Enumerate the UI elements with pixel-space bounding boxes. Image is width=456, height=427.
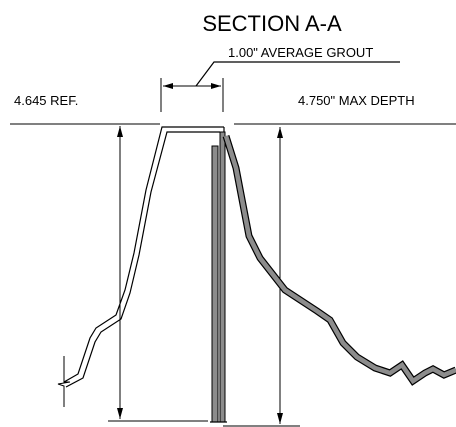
ref-arrow-top [117,126,123,137]
left-profile-outer [63,126,220,383]
grout-leader-line [195,61,400,87]
max-depth-label: 4.750" MAX DEPTH [298,93,415,108]
ref-arrow-bottom [117,408,123,419]
sheet-pile-left [211,145,219,423]
ref-label: 4.645 REF. [14,93,78,108]
break-line [57,356,71,407]
grout-arrow-left [163,83,173,89]
sheet-pile-right [219,131,226,423]
section-title: SECTION A-A [202,11,342,36]
grout-arrow-right [211,83,221,89]
right-profile-fill [223,135,456,385]
depth-arrow-top [277,127,283,138]
left-profile-inner [65,131,220,388]
grout-label: 1.00" AVERAGE GROUT [228,45,373,60]
depth-arrow-bottom [277,413,283,424]
